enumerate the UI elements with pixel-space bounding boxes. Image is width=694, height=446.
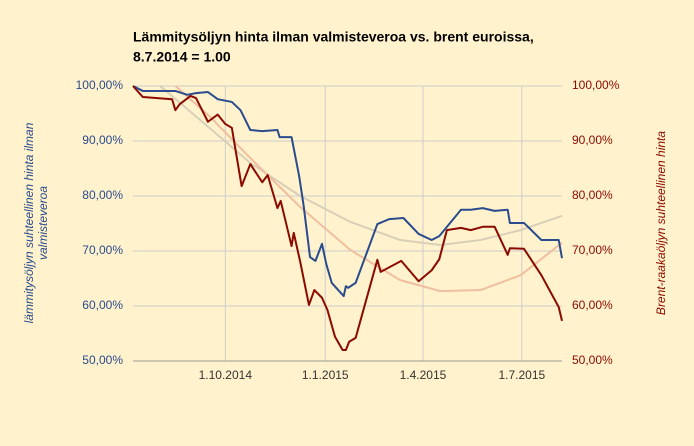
y2-tick-label: 100,00% <box>572 78 620 92</box>
y2-tick-label: 80,00% <box>572 188 613 202</box>
y2-tick-label: 50,00% <box>572 353 613 367</box>
y2-axis-label: Brent-raakaöljyn suhteellinen hinta <box>654 131 668 315</box>
x-tick-label: 1.10.2014 <box>199 368 253 382</box>
y2-tick-label: 70,00% <box>572 243 613 257</box>
series-line <box>132 85 563 298</box>
y-tick-label: 80,00% <box>82 188 123 202</box>
y-axis-label: lämmitysöljyn suhteellinen hinta ilman v… <box>22 122 50 323</box>
x-tick-label: 1.1.2015 <box>302 368 349 382</box>
x-tick-label: 1.7.2015 <box>498 368 545 382</box>
chart-title: 8.7.2014 = 1.00 <box>133 49 231 65</box>
y-axis-label-line: valmisteveroa <box>36 186 50 260</box>
y-tick-label: 50,00% <box>82 353 123 367</box>
y2-tick-label: 60,00% <box>572 298 613 312</box>
chart-title: Lämmitysöljyn hinta ilman valmisteveroa … <box>133 29 534 45</box>
y-tick-label: 100,00% <box>76 78 124 92</box>
y2-tick-label: 90,00% <box>572 133 613 147</box>
x-tick-label: 1.4.2015 <box>400 368 447 382</box>
y-tick-label: 90,00% <box>82 133 123 147</box>
y-axis-label-line: lämmitysöljyn suhteellinen hinta ilman <box>22 122 36 323</box>
series-line <box>132 85 563 351</box>
y-tick-label: 70,00% <box>82 243 123 257</box>
y-tick-label: 60,00% <box>82 298 123 312</box>
y2-axis-label-text: Brent-raakaöljyn suhteellinen hinta <box>654 131 668 315</box>
